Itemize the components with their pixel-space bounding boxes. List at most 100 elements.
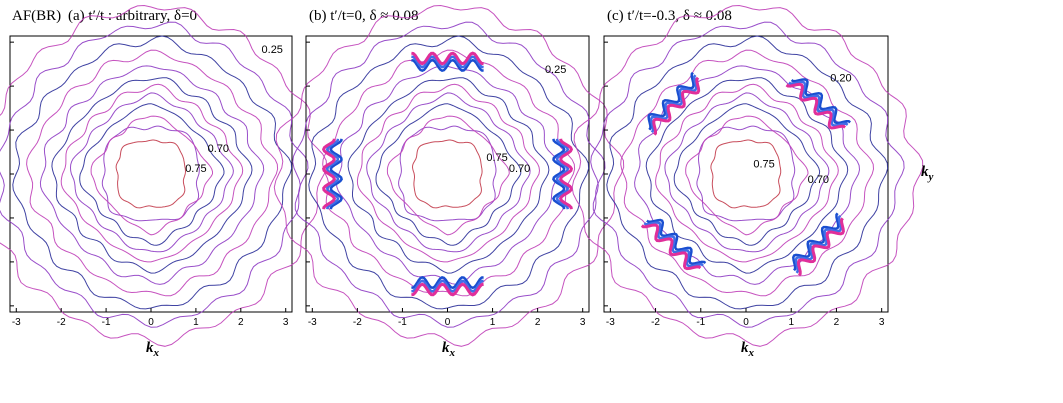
x-tick-label: 0 [148,317,154,328]
pocket-contour [649,74,698,133]
contour-line [664,92,830,253]
pocket-contour [647,71,695,131]
contour-level-label: 0.70 [509,163,530,175]
panel-c: (c) t′/t=-0.3, δ ≈ 0.08 -3 -2 -1 0 1 2 3 0.200… [571,4,924,359]
prefix-label: AF(BR) [12,8,61,24]
contour-line [26,49,279,297]
pocket-contour [794,215,843,274]
pocket-contour [652,76,701,136]
contour-line [710,139,782,209]
x-tick-label: -3 [12,317,21,328]
contour-line [101,125,200,222]
contour-level-label: 0.70 [808,174,829,186]
pocket-contour [792,212,840,272]
contour-line [0,4,328,347]
x-tick-label: 1 [788,317,794,328]
contour-line [347,77,550,274]
x-tick-label: -3 [606,317,615,328]
contour-line [606,35,889,310]
pocket-contour [411,51,484,66]
panel-a: (a) t′/t : arbitrary, δ=0 -3 -2 -1 0 1 2 3 0.2… [0,4,328,359]
panel-b-contours [273,4,625,347]
x-tick-label: -2 [651,317,660,328]
pocket-contour [411,55,484,69]
x-tick-label: -1 [696,317,705,328]
pocket-contour [552,138,566,210]
panel-b-level-labels: 0.25 0.750.70 [486,64,566,175]
panel-a-contours [0,4,328,347]
contour-line [645,77,849,274]
contour-line [375,103,522,246]
contour-line [366,92,531,253]
pocket-contour [411,279,484,293]
pocket-contour [329,138,343,210]
contour-level-label: 0.25 [262,44,283,56]
x-tick-label: 2 [834,317,840,328]
x-tick-label: 3 [879,317,885,328]
contour-line [655,83,839,263]
contour-line [398,125,497,222]
x-tick-label: 0 [743,317,749,328]
pocket-contour [790,78,851,125]
contour-line [322,49,576,297]
contour-line [386,115,510,236]
pocket-contour [640,223,702,271]
panel-c-xlabel: kx [741,340,755,359]
contour-line [60,83,244,263]
contour-line [69,92,234,253]
contour-line [273,4,625,347]
contour-level-label: 0.20 [830,73,851,85]
contour-line [411,139,483,209]
contour-line [39,65,265,285]
panel-b: (b) t′/t=0, δ ≈ 0.08 -3 -2 -1 0 1 2 3 0.25 0.75… [273,4,625,359]
contour-line [685,115,809,236]
panel-c-level-labels: 0.20 0.75 0.70 [753,73,851,186]
x-tick-label: 1 [193,317,199,328]
contour-level-label: 0.25 [545,64,566,76]
contour-level-label: 0.75 [486,152,507,164]
contour-level-label: 0.70 [208,143,229,155]
ylabel: ky [921,164,934,183]
panel-b-xlabel: kx [442,340,456,359]
contour-line [0,21,309,328]
contour-line [90,115,213,236]
contour-line [51,77,253,274]
contour-line [115,139,187,209]
x-tick-label: 1 [490,317,496,328]
contour-line [79,103,225,246]
panel-c-title: (c) t′/t=-0.3, δ ≈ 0.08 [607,8,732,24]
contour-line [696,125,796,222]
pocket-contour [558,138,574,210]
x-tick-label: 0 [445,317,451,328]
contour-level-label: 0.75 [185,163,206,175]
contour-line [335,65,562,285]
x-tick-label: -2 [353,317,362,328]
pocket-contour [643,221,704,268]
panel-a-ticks: -3 -2 -1 0 1 2 3 [10,41,289,328]
panel-b-frame [305,35,590,313]
x-tick-label: 3 [580,317,586,328]
contour-line [620,49,875,297]
x-tick-label: -3 [308,317,317,328]
panel-c-contours [571,4,924,347]
contour-line [571,4,924,347]
pocket-contour [325,138,340,210]
panel-a-frame [9,35,293,313]
panel-a-xlabel: kx [146,340,160,359]
x-tick-label: 3 [283,317,289,328]
pocket-contour [411,58,484,73]
pocket-contour [796,217,845,277]
x-tick-label: 2 [535,317,541,328]
pocket-contour [555,138,570,210]
pocket-contour [411,282,484,297]
panel-b-ticks: -3 -2 -1 0 1 2 3 [306,41,586,328]
x-tick-label: -1 [102,317,111,328]
contour-line [673,103,821,246]
contour-line [12,35,293,310]
x-tick-label: -1 [398,317,407,328]
panel-a-level-labels: 0.25 0.700.75 [185,44,283,175]
contour-line [356,83,541,263]
pocket-contour [411,275,484,290]
x-tick-label: -2 [57,317,66,328]
x-tick-label: 2 [238,317,244,328]
